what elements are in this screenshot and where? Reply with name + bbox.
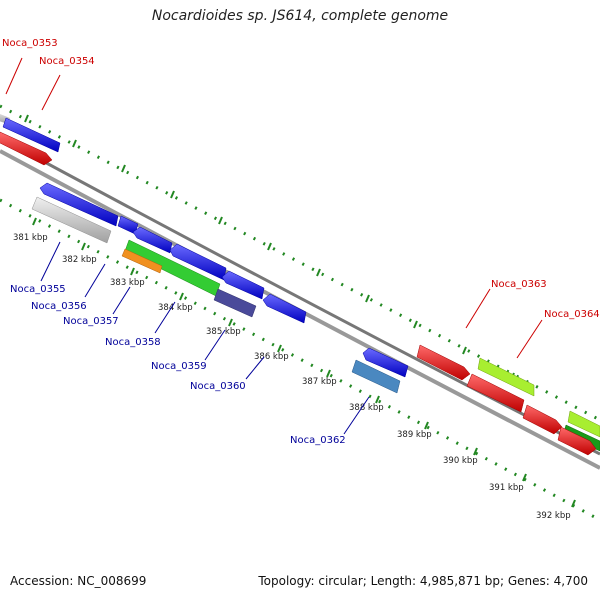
tick-label: 389 kbp	[397, 430, 432, 440]
gene-label[interactable]: Noca_0356	[31, 301, 87, 312]
gene-feature[interactable]	[0, 131, 53, 166]
gene-label[interactable]: Noca_0353	[2, 38, 58, 49]
gene-label[interactable]: Noca_0360	[190, 381, 246, 392]
gene-feature[interactable]	[121, 248, 163, 274]
accession-text: Accession: NC_008699	[10, 574, 147, 588]
gene-label[interactable]: Noca_0358	[105, 337, 161, 348]
gene-feature[interactable]	[567, 410, 600, 438]
gene-feature[interactable]	[213, 288, 257, 318]
gene-feature[interactable]	[477, 357, 535, 397]
tick-label: 392 kbp	[536, 511, 571, 521]
gene-feature[interactable]	[31, 196, 112, 244]
gene-label[interactable]: Noca_0357	[63, 316, 119, 327]
tick-label: 390 kbp	[443, 456, 478, 466]
forward-gene-labels: Noca_0353 Noca_0354 Noca_0363 Noca_0364	[2, 38, 600, 320]
tick-label: 384 kbp	[158, 303, 193, 313]
gene-feature[interactable]	[169, 243, 227, 281]
label-leaders	[5, 57, 543, 435]
gene-feature[interactable]	[466, 373, 525, 413]
gene-feature[interactable]	[221, 270, 265, 300]
tick-label: 383 kbp	[110, 278, 145, 288]
inner-tick-track	[0, 198, 600, 522]
gene-feature[interactable]	[416, 344, 471, 381]
inner-major-ticks	[32, 217, 576, 508]
forward-features	[0, 114, 600, 456]
gene-label[interactable]: Noca_0354	[39, 56, 95, 67]
reverse-gene-labels: Noca_0355 Noca_0356 Noca_0357 Noca_0358 …	[10, 284, 346, 446]
tick-label: 386 kbp	[254, 352, 289, 362]
gene-label[interactable]: Noca_0364	[544, 309, 600, 320]
gene-feature[interactable]	[557, 426, 597, 456]
gene-label[interactable]: Noca_0359	[151, 361, 207, 372]
gene-feature[interactable]	[362, 347, 409, 378]
gene-feature[interactable]	[351, 359, 401, 394]
genome-summary-text: Topology: circular; Length: 4,985,871 bp…	[258, 574, 588, 588]
tick-labels: 381 kbp 382 kbp 383 kbp 384 kbp 385 kbp …	[13, 233, 571, 521]
tick-label: 388 kbp	[349, 403, 384, 413]
gene-feature[interactable]	[522, 404, 563, 435]
tick-label: 381 kbp	[13, 233, 48, 243]
gene-label[interactable]: Noca_0363	[491, 279, 547, 290]
backbone	[0, 136, 600, 470]
gene-feature[interactable]	[132, 226, 173, 254]
gene-feature[interactable]	[262, 293, 307, 324]
reverse-features	[31, 182, 409, 394]
tick-label: 387 kbp	[302, 377, 337, 387]
gene-label[interactable]: Noca_0355	[10, 284, 66, 295]
tick-label: 391 kbp	[489, 483, 524, 493]
genome-title: Nocardioides sp. JS614, complete genome	[151, 8, 449, 24]
gene-feature[interactable]	[2, 117, 61, 153]
gene-label[interactable]: Noca_0362	[290, 435, 346, 446]
gene-feature[interactable]	[39, 182, 119, 227]
outer-major-ticks	[24, 114, 515, 381]
tick-label: 382 kbp	[62, 255, 97, 265]
